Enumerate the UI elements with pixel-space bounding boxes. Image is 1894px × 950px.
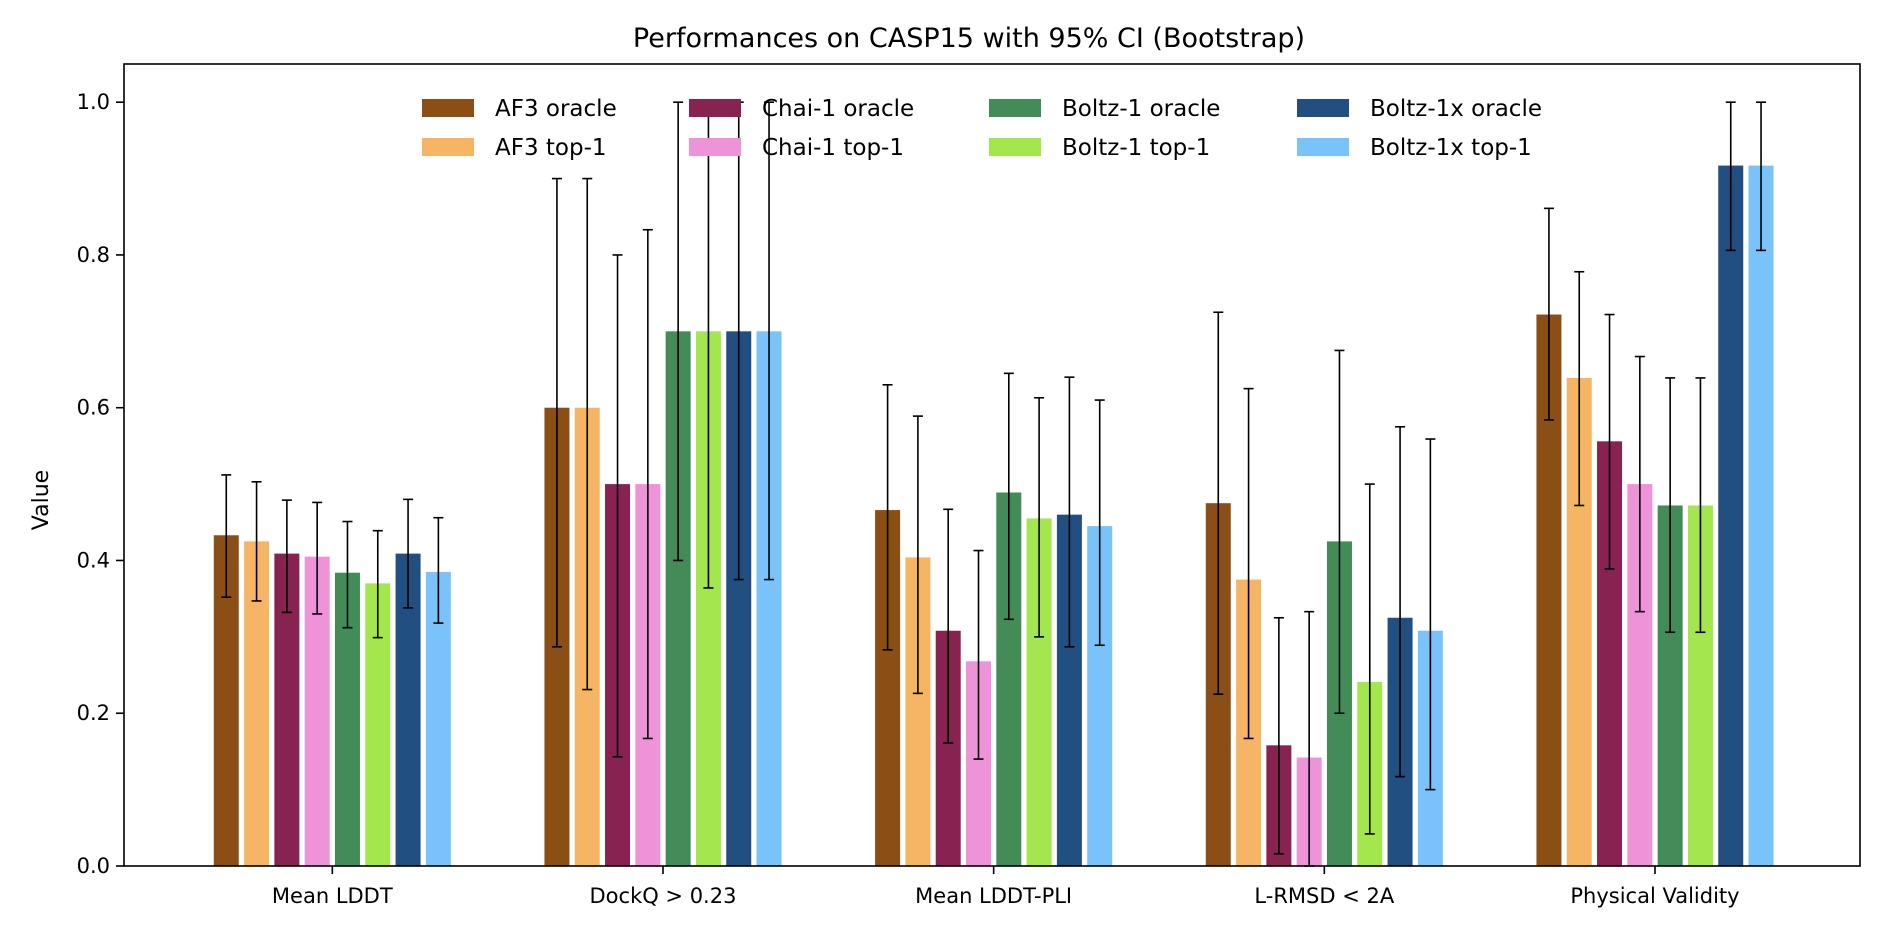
x-tick-label: DockQ > 0.23: [590, 884, 737, 908]
legend-label: AF3 top-1: [495, 135, 607, 161]
chart-title: Performances on CASP15 with 95% CI (Boot…: [633, 23, 1305, 54]
legend-label: Boltz-1x oracle: [1370, 96, 1542, 122]
legend-label: Chai-1 oracle: [762, 96, 914, 122]
legend-swatch: [689, 99, 741, 117]
legend-swatch: [1297, 138, 1349, 156]
legend-label: Chai-1 top-1: [762, 135, 904, 161]
plot-frame: [123, 63, 1861, 867]
legend-swatch: [1297, 99, 1349, 117]
y-tick-label: 0.6: [77, 396, 110, 420]
legend-swatch: [989, 99, 1041, 117]
legend-swatch: [689, 138, 741, 156]
legend-label: AF3 oracle: [495, 96, 617, 122]
legend-swatch: [989, 138, 1041, 156]
x-axis: Mean LDDT DockQ > 0.23 Mean LDDT-PLI L-RMSD…: [272, 866, 1740, 908]
y-axis-title: Value: [29, 470, 54, 530]
legend-label: Boltz-1x top-1: [1370, 135, 1532, 161]
legend: AF3 oracle AF3 top-1 Chai-1 oracle Chai-1 t…: [422, 96, 1542, 161]
x-tick-label: Physical Validity: [1570, 884, 1739, 908]
y-tick-label: 0.8: [77, 243, 110, 267]
legend-label: Boltz-1 top-1: [1062, 135, 1210, 161]
legend-swatch: [422, 138, 474, 156]
x-tick-label: Mean LDDT-PLI: [915, 884, 1072, 908]
errorbar-layer: [221, 101, 1767, 867]
legend-swatch: [422, 99, 474, 117]
x-tick-label: L-RMSD < 2A: [1254, 884, 1394, 908]
y-axis: 0.0 0.2 0.4 0.6 0.8 1.0: [77, 90, 124, 878]
legend-label: Boltz-1 oracle: [1062, 96, 1220, 122]
x-tick-label: Mean LDDT: [272, 884, 393, 908]
y-tick-label: 0.2: [77, 701, 110, 725]
y-tick-label: 0.4: [77, 548, 110, 572]
bar-boltz-1x-oracle: [1718, 165, 1744, 866]
y-tick-label: 0.0: [77, 854, 110, 878]
bar-boltz-1x-top-1: [1748, 165, 1774, 866]
y-tick-label: 1.0: [77, 90, 110, 114]
